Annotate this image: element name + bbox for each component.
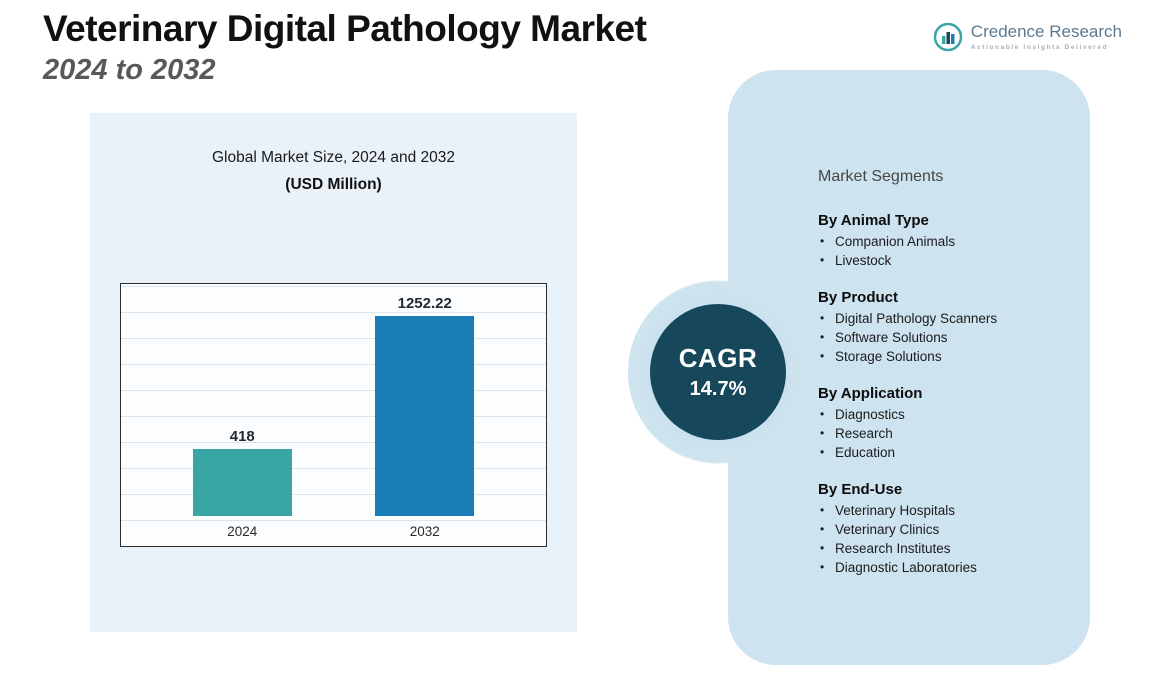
chart-title-block: Global Market Size, 2024 and 2032 (USD M… <box>90 113 577 194</box>
segment-heading: By End-Use <box>818 481 903 498</box>
brand-tagline: Actionable Insights Delivered <box>970 44 1109 51</box>
segment-item-list: Veterinary HospitalsVeterinary ClinicsRe… <box>818 501 1062 577</box>
chart-units-subtitle: (USD Million) <box>285 176 382 193</box>
segment-item-list: DiagnosticsResearchEducation <box>818 405 1062 462</box>
segment-item: Livestock <box>818 251 1062 270</box>
bar-category-label: 2032 <box>409 523 440 539</box>
segment-item: Diagnostic Laboratories <box>818 558 1062 577</box>
segment-item: Veterinary Clinics <box>818 520 1062 539</box>
cagr-circle: CAGR 14.7% <box>650 304 786 440</box>
chart-panel: Global Market Size, 2024 and 2032 (USD M… <box>90 113 577 632</box>
segment-group: By Animal Type Companion AnimalsLivestock <box>818 212 1062 270</box>
segment-group: By Product Digital Pathology ScannersSoft… <box>818 289 1062 366</box>
bar <box>375 316 475 516</box>
segment-group: By Application DiagnosticsResearchEducati… <box>818 385 1062 462</box>
header: Veterinary Digital Pathology Market 2024… <box>43 8 647 87</box>
credence-research-icon <box>933 22 963 52</box>
bar <box>192 449 292 516</box>
bar-group: 418 2024 <box>182 428 302 546</box>
bar-category-label: 2024 <box>227 523 258 539</box>
cagr-badge: CAGR 14.7% <box>628 280 808 464</box>
segment-item-list: Companion AnimalsLivestock <box>818 232 1062 270</box>
segment-group: By End-Use Veterinary HospitalsVeterinary… <box>818 481 1062 577</box>
brand-text-block: Credence Research Actionable Insights De… <box>971 22 1122 51</box>
page-title: Veterinary Digital Pathology Market <box>43 8 647 49</box>
bar-value-label: 1252.22 <box>397 295 452 312</box>
cagr-label: CAGR <box>678 343 758 373</box>
segment-item: Storage Solutions <box>818 347 1062 366</box>
segments-title: Market Segments <box>818 168 944 185</box>
segment-item: Diagnostics <box>818 405 1062 424</box>
segment-heading: By Animal Type <box>818 212 929 229</box>
segment-item: Research <box>818 424 1062 443</box>
segment-item-list: Digital Pathology ScannersSoftware Solut… <box>818 309 1062 366</box>
brand-name: Credence Research <box>970 22 1122 41</box>
plot-area: 418 2024 1252.22 2032 <box>120 283 547 547</box>
segment-item: Research Institutes <box>818 539 1062 558</box>
segment-item: Software Solutions <box>818 328 1062 347</box>
cagr-value: 14.7% <box>689 378 747 400</box>
segment-item: Digital Pathology Scanners <box>818 309 1062 328</box>
segment-item: Companion Animals <box>818 232 1062 251</box>
segment-heading: By Product <box>818 289 899 306</box>
brand-logo: Credence Research Actionable Insights De… <box>933 22 1122 52</box>
segment-item: Education <box>818 443 1062 462</box>
bars-row: 418 2024 1252.22 2032 <box>121 295 546 546</box>
segments-content: Market Segments By Animal Type Companion … <box>728 70 1090 577</box>
segment-groups: By Animal Type Companion AnimalsLivestock… <box>818 212 1062 577</box>
bar-group: 1252.22 2032 <box>365 295 485 546</box>
chart-title: Global Market Size, 2024 and 2032 <box>212 149 455 166</box>
segment-heading: By Application <box>818 385 923 402</box>
bar-value-label: 418 <box>229 428 255 445</box>
page-subtitle: 2024 to 2032 <box>43 54 216 86</box>
segment-item: Veterinary Hospitals <box>818 501 1062 520</box>
